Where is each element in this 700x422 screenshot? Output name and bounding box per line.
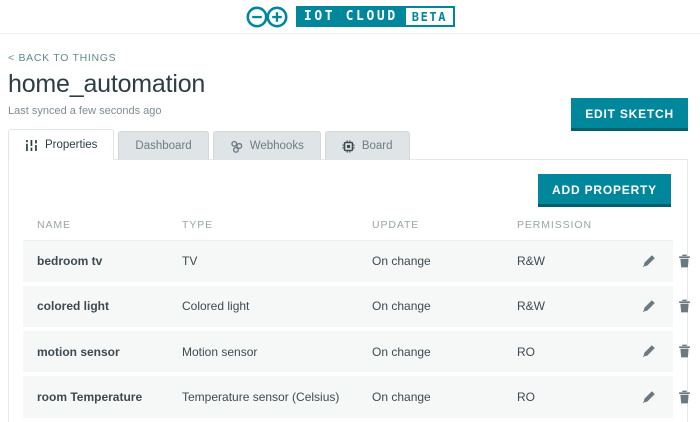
- table-header-row: NAME TYPE UPDATE PERMISSION: [23, 218, 673, 241]
- tab-properties-label: Properties: [45, 139, 98, 151]
- cell-permission: RO: [503, 374, 623, 422]
- column-header-actions: [623, 218, 673, 241]
- cell-name: bedroom tv: [23, 240, 168, 286]
- properties-panel: ADD PROPERTY NAME TYPE UPDATE PERMISSION…: [8, 158, 691, 422]
- properties-table: NAME TYPE UPDATE PERMISSION bedroom tv T…: [23, 218, 691, 422]
- cell-permission: R&W: [503, 283, 623, 332]
- edit-sketch-button[interactable]: EDIT SKETCH: [571, 98, 688, 131]
- page-title: home_automation: [8, 70, 206, 98]
- product-name: IOT CLOUD: [303, 9, 398, 24]
- tab-properties[interactable]: Properties: [8, 128, 115, 160]
- page-header: < BACK TO THINGS home_automation Last sy…: [0, 34, 700, 131]
- tab-webhooks-label: Webhooks: [249, 140, 304, 152]
- trash-icon: [679, 299, 691, 313]
- cell-name: colored light: [23, 283, 168, 332]
- cell-type: Colored light: [168, 283, 358, 332]
- table-body: bedroom tv TV On change R&W: [23, 240, 691, 422]
- pencil-icon: [643, 391, 655, 403]
- tab-bar: Properties Dashboard Webhooks: [0, 128, 700, 160]
- cell-actions: [623, 329, 691, 377]
- back-to-things-link[interactable]: < BACK TO THINGS: [8, 52, 117, 64]
- tab-dashboard-label: Dashboard: [135, 140, 192, 152]
- delete-property-button[interactable]: [677, 254, 692, 269]
- column-header-update: UPDATE: [358, 218, 503, 241]
- arduino-infinity-logo: [246, 6, 288, 27]
- pencil-icon: [643, 255, 655, 267]
- chip-icon: [342, 139, 355, 153]
- webhook-icon: [230, 140, 243, 153]
- delete-property-button[interactable]: [677, 299, 692, 314]
- tab-dashboard[interactable]: Dashboard: [118, 130, 209, 160]
- cell-actions: [623, 240, 691, 286]
- delete-property-button[interactable]: [677, 390, 692, 405]
- brand-logo[interactable]: IOT CLOUD BETA: [245, 6, 456, 28]
- table-header: NAME TYPE UPDATE PERMISSION: [23, 218, 673, 241]
- cell-actions: [623, 283, 691, 332]
- panel-toolbar: ADD PROPERTY: [23, 172, 673, 219]
- beta-badge: BETA: [405, 8, 454, 25]
- delete-property-button[interactable]: [677, 344, 692, 359]
- trash-icon: [679, 390, 691, 404]
- trash-icon: [679, 254, 691, 268]
- cell-permission: RO: [503, 329, 623, 377]
- column-header-type: TYPE: [168, 218, 358, 241]
- table-row[interactable]: room Temperature Temperature sensor (Cel…: [23, 374, 691, 422]
- cell-update: On change: [358, 240, 503, 286]
- add-property-button[interactable]: ADD PROPERTY: [538, 173, 671, 207]
- pencil-icon: [643, 300, 655, 313]
- app-topbar: IOT CLOUD BETA: [0, 0, 700, 34]
- edit-property-button[interactable]: [641, 299, 656, 314]
- column-header-permission: PERMISSION: [503, 218, 623, 241]
- trash-icon: [679, 345, 691, 358]
- edit-property-button[interactable]: [641, 344, 656, 359]
- cell-update: On change: [358, 374, 503, 422]
- iot-cloud-banner: IOT CLOUD BETA: [295, 6, 456, 27]
- cell-name: motion sensor: [23, 329, 168, 377]
- table-row[interactable]: colored light Colored light On change R&…: [23, 283, 691, 332]
- tab-board-label: Board: [361, 140, 393, 152]
- pencil-icon: [643, 345, 655, 358]
- cell-type: TV: [168, 240, 358, 286]
- edit-property-button[interactable]: [641, 390, 656, 405]
- cell-update: On change: [358, 329, 503, 377]
- cell-type: Temperature sensor (Celsius): [168, 374, 358, 422]
- edit-property-button[interactable]: [641, 254, 656, 269]
- tab-board[interactable]: Board: [324, 130, 410, 160]
- cell-permission: R&W: [503, 240, 623, 286]
- sliders-icon: [25, 139, 38, 152]
- tab-webhooks[interactable]: Webhooks: [212, 130, 321, 160]
- table-row[interactable]: bedroom tv TV On change R&W: [23, 240, 691, 286]
- cell-update: On change: [358, 283, 503, 332]
- sync-status: Last synced a few seconds ago: [8, 104, 162, 117]
- cell-actions: [623, 374, 691, 422]
- cell-type: Motion sensor: [168, 329, 358, 377]
- table-row[interactable]: motion sensor Motion sensor On change RO: [23, 329, 691, 377]
- cell-name: room Temperature: [23, 374, 168, 422]
- column-header-name: NAME: [23, 218, 168, 241]
